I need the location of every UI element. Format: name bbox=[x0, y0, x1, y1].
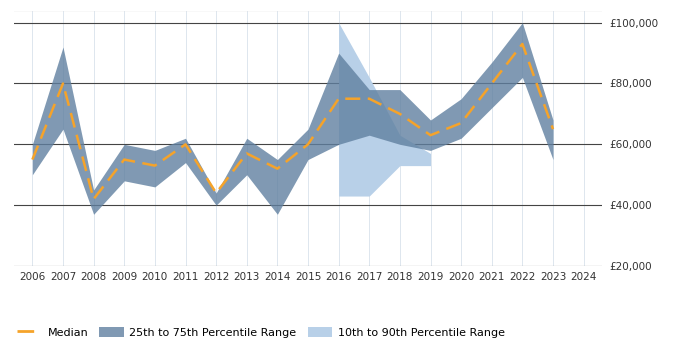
Legend: Median, 25th to 75th Percentile Range, 10th to 90th Percentile Range: Median, 25th to 75th Percentile Range, 1… bbox=[13, 323, 509, 342]
